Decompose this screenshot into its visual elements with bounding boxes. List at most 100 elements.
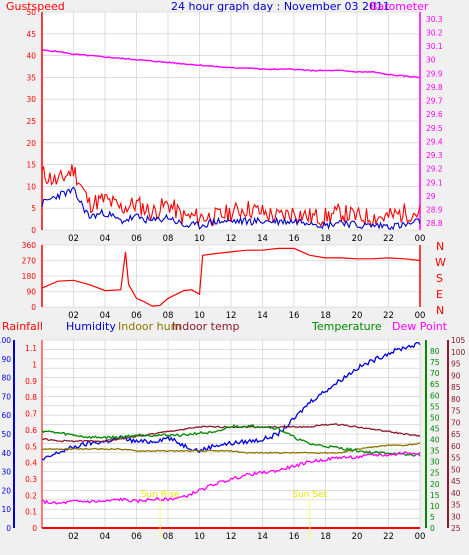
- rainfall-y-tick-label: 0.4: [25, 459, 37, 468]
- climate-x-tick-label: 16: [289, 532, 300, 542]
- rainfall-y-tick-label: 0.8: [25, 393, 37, 402]
- gust-y-tick-label: 25: [26, 117, 36, 126]
- barometer-y-tick-label: 30.2: [426, 28, 443, 37]
- indoor-temp-y-tick-label: 65: [451, 430, 461, 439]
- direction-label-n-top: N: [436, 240, 444, 253]
- barometer-y-tick-label: 29.7: [426, 97, 443, 106]
- rainfall-y-tick-label: 0.7: [25, 410, 37, 419]
- direction-x-tick-label: 08: [163, 311, 174, 321]
- indoor-temp-y-tick-label: 75: [451, 407, 461, 416]
- temperature-y-tick-label: 35: [430, 447, 440, 456]
- direction-x-tick-label: 04: [100, 311, 111, 321]
- climate-x-tick-label: 10: [194, 532, 205, 542]
- gust-y-tick-label: 5: [31, 204, 36, 213]
- indoor-temp-y-tick-label: 85: [451, 383, 461, 392]
- sunrise-label: Sun Rise: [141, 490, 180, 500]
- barometer-y-tick-label: 29.9: [426, 69, 443, 78]
- gust-y-tick-label: 30: [26, 95, 36, 104]
- direction-label-n-bottom: N: [436, 304, 444, 317]
- rainfall-y-tick-label: 1.1: [25, 344, 37, 353]
- climate-x-tick-label: 04: [100, 532, 111, 542]
- temperature-y-tick-label: 75: [430, 358, 440, 367]
- barometer-y-tick-label: 28.9: [426, 206, 443, 215]
- wind-x-tick-label: 00: [415, 234, 426, 244]
- indoor-hum-line: [41, 442, 421, 455]
- indoor-temp-y-tick-label: 40: [451, 489, 461, 498]
- temperature-y-tick-label: 30: [430, 458, 440, 467]
- direction-x-tick-label: 16: [289, 311, 300, 321]
- wind-x-tick-label: 08: [163, 234, 174, 244]
- legend-rainfall: Rainfall: [2, 320, 43, 333]
- temperature-y-tick-label: 20: [430, 480, 440, 489]
- humidity-y-tick-label: 40: [1, 449, 11, 458]
- temperature-y-tick-label: 5: [430, 513, 435, 522]
- climate-x-tick-label: 12: [226, 532, 237, 542]
- gust-axis-title: Gustspeed: [6, 0, 65, 13]
- gustspeed-line: [41, 164, 421, 227]
- direction-y-tick-label: 360: [22, 241, 37, 250]
- humidity-y-tick-label: 30: [1, 468, 11, 477]
- climate-x-tick-label: 00: [415, 532, 426, 542]
- direction-label-s: S: [436, 272, 443, 285]
- temperature-y-tick-label: 25: [430, 469, 440, 478]
- barometer-y-tick-label: 29.8: [426, 83, 443, 92]
- rainfall-y-tick-label: 0.9: [25, 377, 37, 386]
- direction-x-tick-label: 18: [320, 311, 331, 321]
- legend-temperature: Temperature: [311, 320, 382, 333]
- wind-x-tick-label: 10: [194, 234, 205, 244]
- wind-direction-line: [41, 247, 421, 307]
- direction-x-tick-label: 20: [352, 311, 363, 321]
- barometer-y-tick-label: 29.1: [426, 178, 443, 187]
- gust-y-tick-label: 40: [26, 52, 36, 61]
- series-layer: [41, 49, 421, 529]
- humidity-y-tick-label: 10: [1, 505, 11, 514]
- temperature-line: [41, 424, 421, 457]
- direction-y-tick-label: 180: [22, 272, 37, 281]
- direction-x-tick-label: 02: [68, 311, 79, 321]
- gust-y-tick-label: 50: [26, 8, 36, 17]
- humidity-y-tick-label: 90: [1, 355, 11, 364]
- direction-y-tick-label: 90: [26, 288, 36, 297]
- indoor-temp-y-tick-label: 100: [451, 348, 466, 357]
- temperature-y-tick-label: 65: [430, 380, 440, 389]
- gust-y-tick-label: 0: [31, 226, 36, 235]
- chart-title: 24 hour graph day : November 03 2011: [171, 0, 390, 13]
- temperature-y-tick-label: 80: [430, 347, 440, 356]
- barometer-y-tick-label: 29.4: [426, 137, 443, 146]
- humidity-y-tick-label: 50: [1, 430, 11, 439]
- legend-dew-point: Dew Point: [392, 320, 448, 333]
- dew-point-line: [41, 451, 421, 505]
- temperature-y-tick-label: 40: [430, 436, 440, 445]
- gust-y-tick-label: 35: [26, 73, 36, 82]
- wind-x-tick-label: 04: [100, 234, 111, 244]
- direction-x-tick-label: 06: [131, 311, 142, 321]
- climate-x-tick-label: 18: [320, 532, 331, 542]
- direction-x-tick-label: 00: [415, 311, 426, 321]
- humidity-y-tick-label: 0: [6, 524, 11, 533]
- legend-humidity: Humidity: [66, 320, 116, 333]
- windspeed-line: [41, 186, 421, 231]
- barometer-axis-title: Barometer: [370, 0, 429, 13]
- direction-label-w: W: [435, 256, 446, 269]
- temperature-y-tick-label: 70: [430, 369, 440, 378]
- humidity-y-tick-label: 20: [1, 486, 11, 495]
- wind-x-tick-label: 16: [289, 234, 300, 244]
- direction-x-tick-label: 14: [257, 311, 268, 321]
- barometer-y-tick-label: 29.6: [426, 110, 443, 119]
- gust-y-tick-label: 20: [26, 139, 36, 148]
- grid-layer: [42, 11, 421, 529]
- climate-x-tick-label: 20: [352, 532, 363, 542]
- indoor-temp-y-tick-label: 25: [451, 524, 461, 533]
- indoor-temp-y-tick-label: 35: [451, 501, 461, 510]
- barometer-y-tick-label: 30: [426, 56, 436, 65]
- axes-layer: [13, 12, 449, 528]
- barometer-line: [41, 49, 421, 79]
- climate-x-tick-label: 14: [257, 532, 268, 542]
- barometer-y-tick-label: 29: [426, 192, 436, 201]
- wind-x-tick-label: 14: [257, 234, 268, 244]
- indoor-temp-y-tick-label: 90: [451, 371, 461, 380]
- climate-x-tick-label: 08: [163, 532, 174, 542]
- temperature-y-tick-label: 50: [430, 413, 440, 422]
